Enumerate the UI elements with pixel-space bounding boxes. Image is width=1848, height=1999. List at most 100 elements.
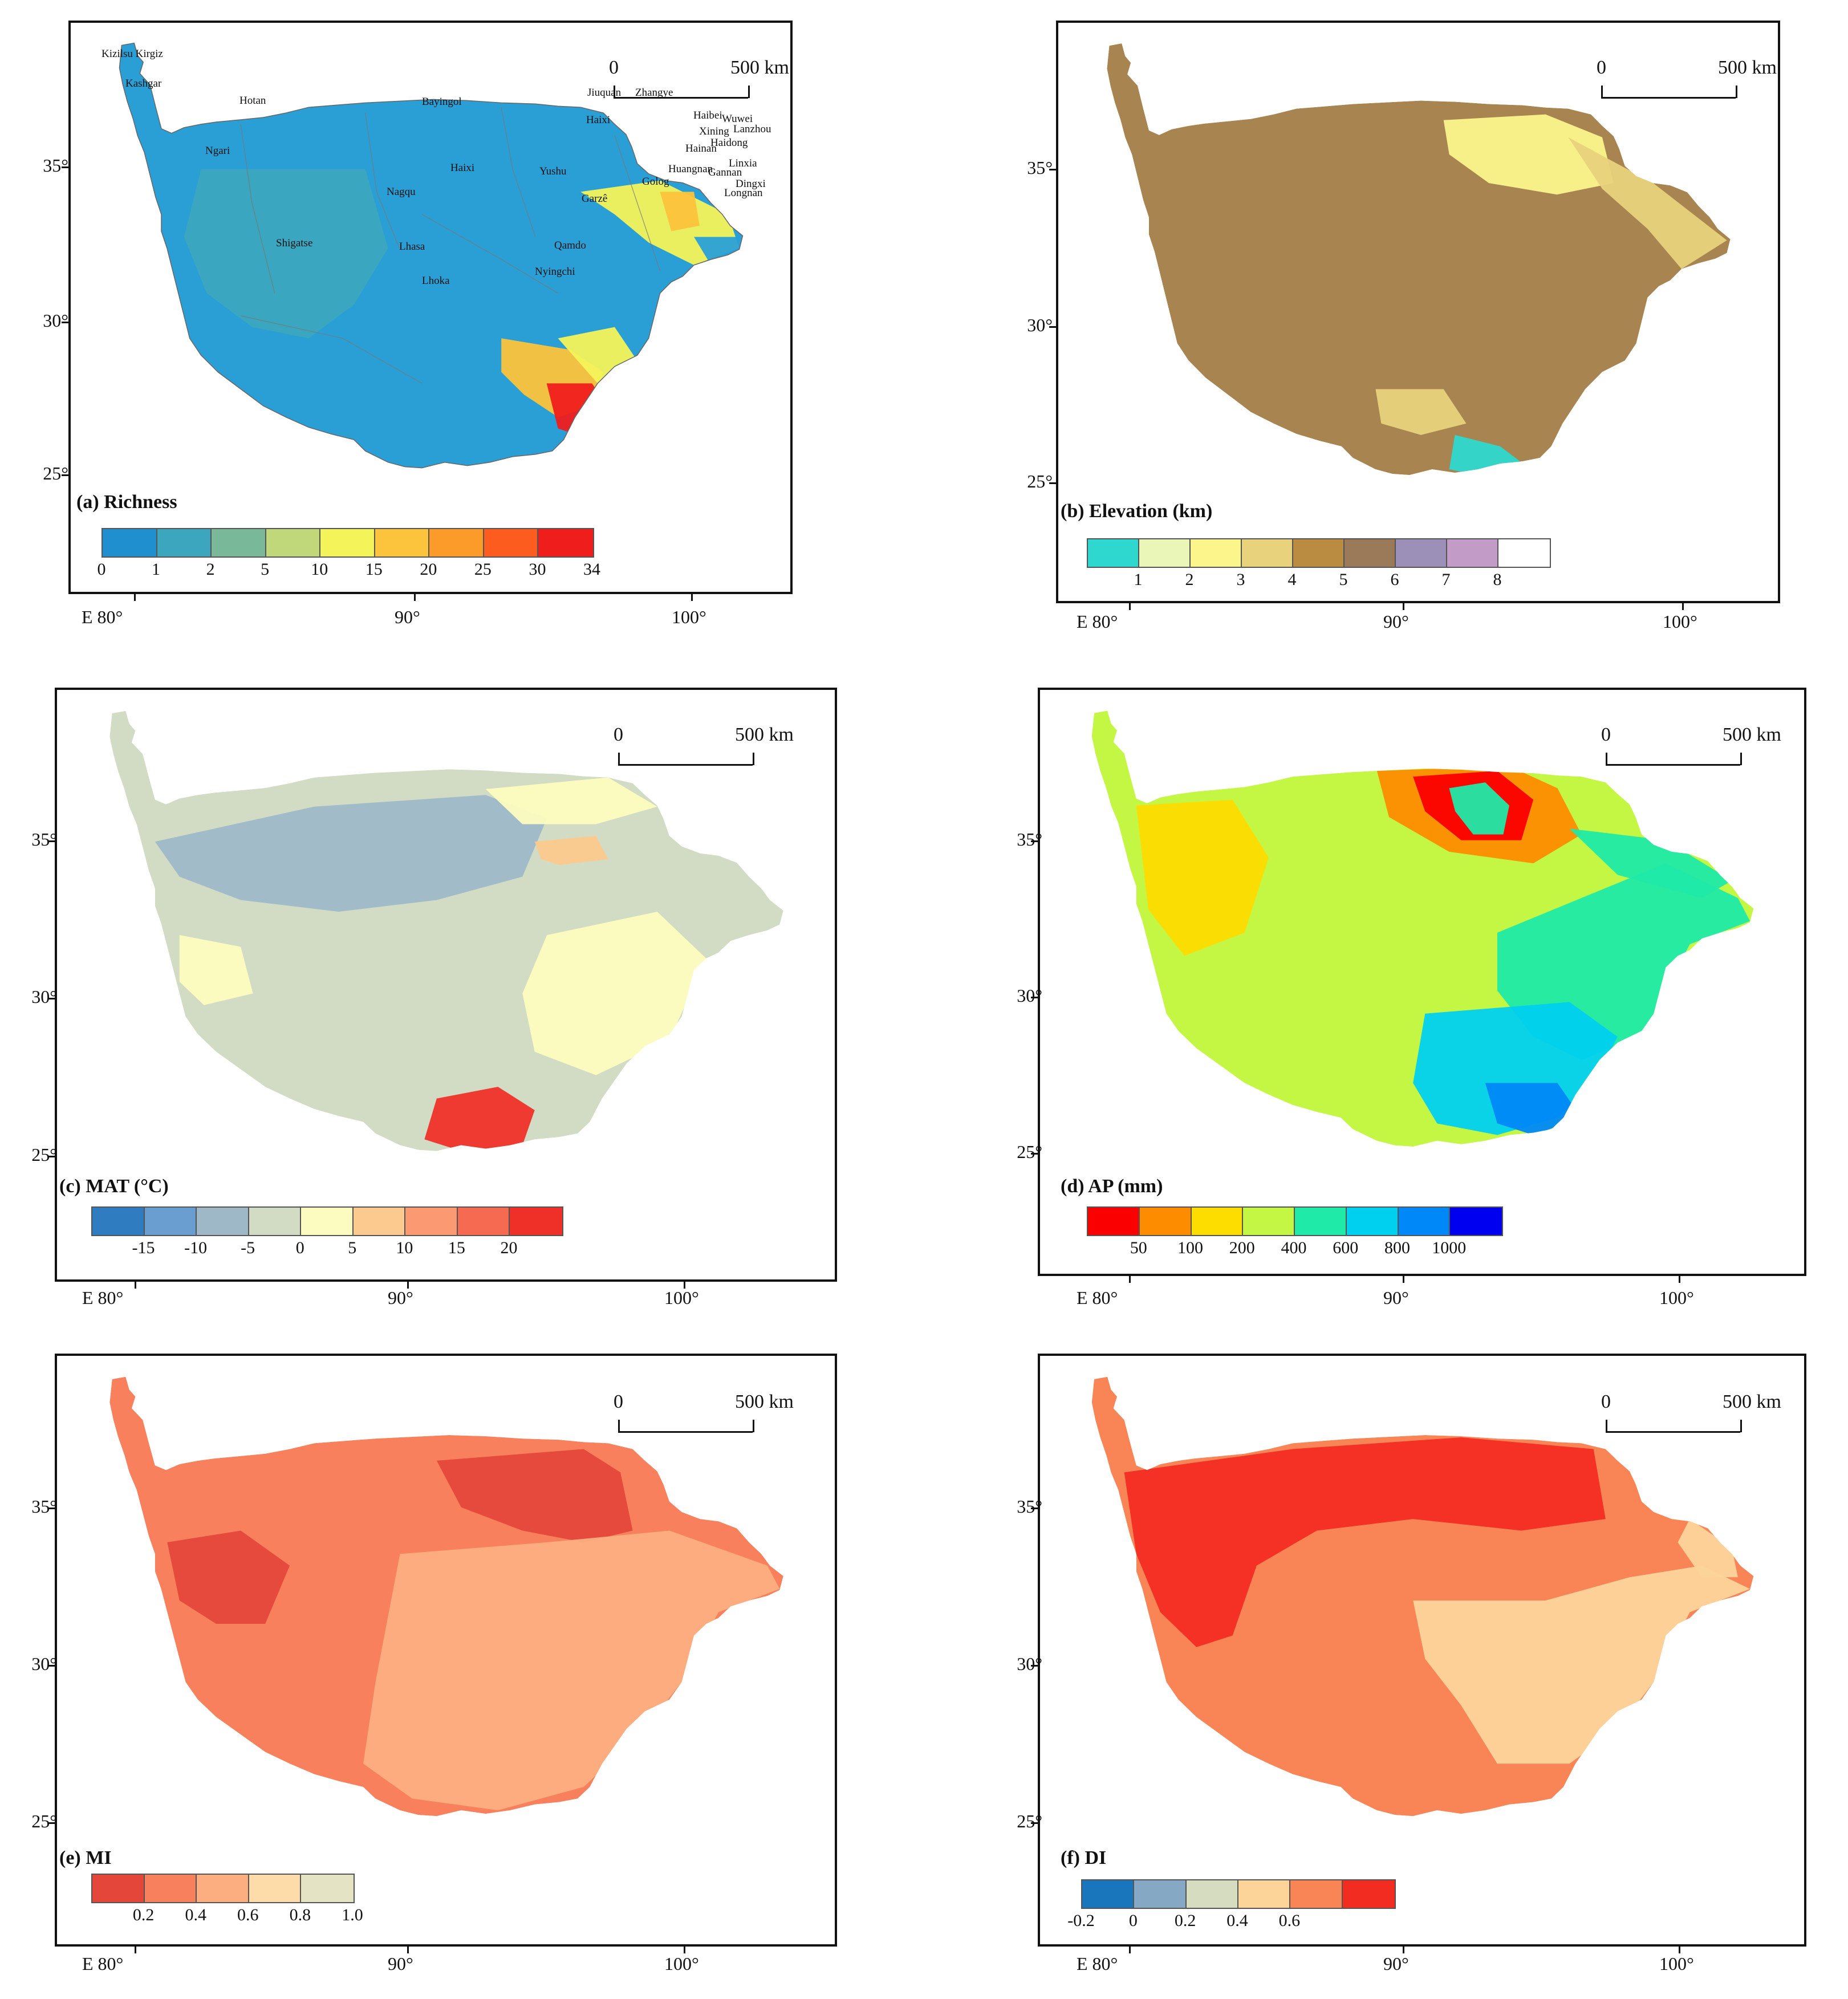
map-frame <box>1038 1354 1806 1947</box>
map-zone <box>179 935 253 1005</box>
legend-tick-label: 10 <box>396 1238 413 1257</box>
legend-swatch <box>92 1208 145 1235</box>
legend-swatch <box>92 1875 145 1902</box>
place-label: Haixi <box>586 114 611 126</box>
longitude-tick <box>1129 603 1131 610</box>
legend-swatch <box>212 529 266 556</box>
scale-distance-label: 500 km <box>1718 57 1777 78</box>
plateau-fill-group <box>1107 43 1731 476</box>
legend-tick-labels: -15 -10 -5 0 5 10 15 20 <box>91 1238 561 1261</box>
latitude-tick <box>62 322 68 323</box>
latitude-label: 35° <box>31 829 57 850</box>
place-label: Longnan <box>724 187 763 199</box>
scale-zero-label: 0 <box>1601 1391 1611 1412</box>
place-label: Gannan <box>708 166 742 178</box>
prefecture-boundary <box>240 315 423 384</box>
latitude-tick <box>1049 482 1056 484</box>
legend-tick-label: -0.2 <box>1067 1911 1095 1930</box>
longitude-tick <box>1403 1276 1404 1283</box>
scale-zero-label: 0 <box>614 724 623 745</box>
place-label: Haibei <box>693 109 722 121</box>
scale-zero-label: 0 <box>1597 57 1606 78</box>
longitude-label: 100° <box>664 1287 699 1308</box>
legend-swatch <box>103 529 157 556</box>
map-zone <box>1449 782 1509 835</box>
legend-swatch <box>144 1875 197 1902</box>
legend-swatch <box>157 529 212 556</box>
legend-swatch <box>301 1875 354 1902</box>
latitude-tick <box>1049 169 1056 170</box>
panel-title: (d) AP (mm) <box>1061 1176 1163 1197</box>
longitude-label: 100° <box>672 607 706 627</box>
map-zone <box>1136 799 1269 956</box>
legend-tick-label: 1 <box>152 560 161 579</box>
map-zone <box>436 1449 633 1542</box>
scale-bar: 0 500 km <box>614 724 794 781</box>
scale-line <box>1606 764 1740 766</box>
scale-line <box>618 1431 753 1433</box>
legend-tick-label: 0 <box>295 1238 304 1257</box>
map-zone <box>184 169 388 339</box>
latitude-label: 25° <box>31 1811 57 1831</box>
latitude-label: 35° <box>1027 157 1053 178</box>
scale-tick-left <box>1606 753 1607 765</box>
place-label: Golog <box>642 176 669 188</box>
longitude-tick <box>684 1282 685 1289</box>
place-label: Linxia <box>729 157 757 169</box>
map-zone <box>1485 1083 1582 1135</box>
longitude-tick <box>1403 1947 1404 1953</box>
map-zone <box>1678 1519 1738 1578</box>
map-canvas <box>1107 43 1731 476</box>
legend-tick-label: 0.2 <box>132 1905 155 1924</box>
place-label: Jiuquan <box>587 87 622 99</box>
panel-title: (a) Richness <box>76 491 177 513</box>
legend-tick-label: 15 <box>365 560 383 579</box>
legend-tick-label: 0.4 <box>1226 1911 1248 1930</box>
legend-tick-label: 2 <box>1185 570 1194 589</box>
legend-tick-label: 1 <box>1134 570 1143 589</box>
place-label: Kashgar <box>125 78 162 90</box>
scale-tick-left <box>614 86 615 98</box>
legend-swatch <box>353 1208 406 1235</box>
latitude-tick <box>48 998 55 1000</box>
legend-tick-label: 5 <box>348 1238 357 1257</box>
color-legend <box>1087 1206 1503 1236</box>
latitude-tick <box>48 1822 55 1824</box>
legend-tick-label: 0.6 <box>1278 1911 1301 1930</box>
map-frame <box>68 21 793 594</box>
map-frame <box>55 1354 837 1947</box>
scale-bar: 0 500 km <box>1601 724 1781 781</box>
legend-tick-label: 0.8 <box>289 1905 311 1924</box>
latitude-tick <box>48 1508 55 1509</box>
legend-swatch <box>1447 539 1498 567</box>
legend-swatch <box>1342 1880 1395 1908</box>
latitude-label: 30° <box>1027 315 1053 335</box>
legend-tick-label: 8 <box>1493 570 1502 589</box>
legend-swatch <box>538 529 593 556</box>
scale-distance-label: 500 km <box>735 1391 794 1412</box>
scale-tick-right <box>1740 753 1742 765</box>
legend-tick-label: 0.4 <box>185 1905 206 1924</box>
latitude-label: 25° <box>43 463 68 484</box>
color-legend <box>91 1874 355 1903</box>
legend-swatch <box>1191 539 1242 567</box>
map-canvas <box>1091 710 1754 1147</box>
longitude-tick <box>1679 1276 1680 1283</box>
place-label: Shigatse <box>276 237 313 249</box>
legend-tick-label: 800 <box>1384 1238 1410 1257</box>
scale-distance-label: 500 km <box>735 724 794 745</box>
longitude-label: 90° <box>1383 1287 1409 1308</box>
longitude-label: E 80° <box>82 1953 124 1974</box>
place-label: Haidong <box>710 137 748 149</box>
place-label: Zhangye <box>635 87 673 99</box>
map-zone <box>167 1530 290 1624</box>
legend-swatch <box>1088 539 1139 567</box>
longitude-label: 90° <box>388 1953 413 1974</box>
legend-swatch <box>1134 1880 1187 1908</box>
longitude-label: 90° <box>395 607 420 627</box>
map-zone <box>155 795 547 912</box>
legend-swatch <box>375 529 430 556</box>
map-frame <box>1038 688 1806 1276</box>
legend-swatch <box>1139 539 1191 567</box>
longitude-tick <box>407 1282 409 1289</box>
